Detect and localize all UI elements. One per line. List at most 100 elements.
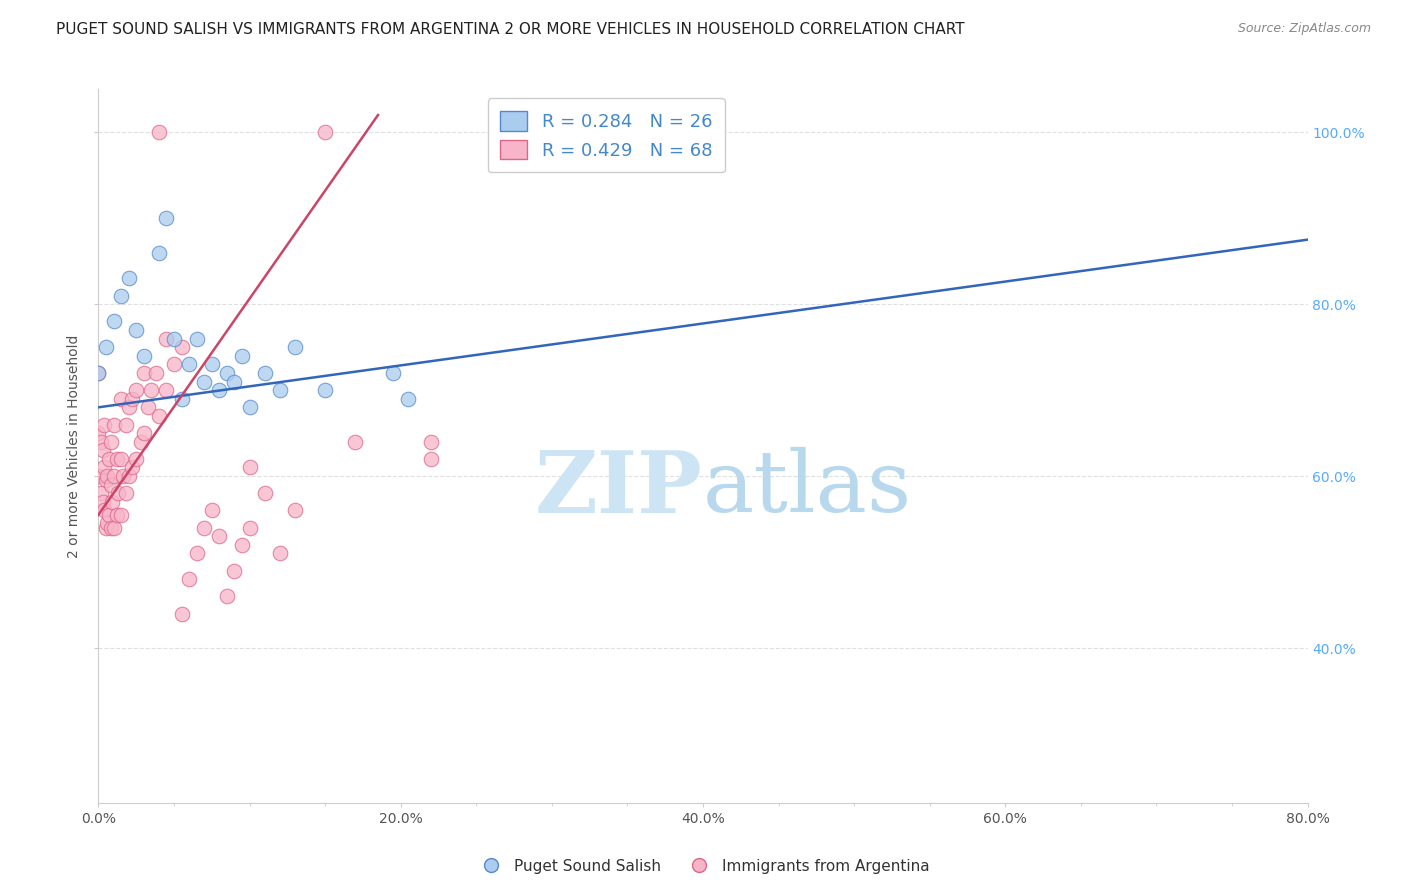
Point — [231, 349, 253, 363]
Point — [91, 495, 114, 509]
Point — [94, 521, 117, 535]
Point — [231, 538, 253, 552]
Point — [110, 508, 132, 522]
Point — [201, 503, 224, 517]
Point — [87, 366, 110, 380]
Point — [132, 426, 155, 441]
Text: ZIP: ZIP — [536, 447, 703, 531]
Legend: R = 0.284   N = 26, R = 0.429   N = 68: R = 0.284 N = 26, R = 0.429 N = 68 — [488, 98, 725, 172]
Point — [163, 332, 186, 346]
Point — [148, 125, 170, 139]
Point — [101, 495, 124, 509]
Point — [93, 417, 115, 432]
Point — [110, 392, 132, 406]
Point — [103, 417, 125, 432]
Point — [420, 434, 443, 449]
Point — [93, 503, 115, 517]
Point — [224, 564, 246, 578]
Point — [208, 383, 231, 397]
Point — [90, 434, 112, 449]
Point — [145, 366, 167, 380]
Point — [170, 607, 193, 621]
Point — [179, 572, 201, 586]
Text: PUGET SOUND SALISH VS IMMIGRANTS FROM ARGENTINA 2 OR MORE VEHICLES IN HOUSEHOLD : PUGET SOUND SALISH VS IMMIGRANTS FROM AR… — [56, 22, 965, 37]
Point — [105, 451, 128, 466]
Point — [91, 443, 114, 458]
Point — [87, 469, 110, 483]
Point — [215, 590, 238, 604]
Point — [314, 383, 336, 397]
Point — [94, 474, 117, 488]
Point — [170, 392, 193, 406]
Point — [125, 383, 148, 397]
Point — [186, 546, 208, 560]
Point — [107, 486, 129, 500]
Point — [100, 434, 122, 449]
Point — [96, 469, 118, 483]
Point — [103, 314, 125, 328]
Point — [87, 366, 110, 380]
Point — [98, 508, 121, 522]
Point — [111, 469, 134, 483]
Point — [253, 486, 276, 500]
Point — [121, 392, 143, 406]
Point — [193, 521, 215, 535]
Point — [114, 417, 136, 432]
Point — [269, 546, 291, 560]
Point — [129, 434, 152, 449]
Point — [103, 521, 125, 535]
Point — [155, 211, 177, 226]
Point — [284, 503, 307, 517]
Point — [118, 469, 141, 483]
Point — [382, 366, 405, 380]
Text: Source: ZipAtlas.com: Source: ZipAtlas.com — [1237, 22, 1371, 36]
Point — [179, 357, 201, 371]
Point — [125, 451, 148, 466]
Point — [239, 401, 262, 415]
Point — [215, 366, 238, 380]
Point — [98, 451, 121, 466]
Point — [121, 460, 143, 475]
Point — [148, 409, 170, 423]
Point — [132, 366, 155, 380]
Point — [284, 340, 307, 354]
Point — [314, 125, 336, 139]
Point — [118, 401, 141, 415]
Point — [269, 383, 291, 397]
Y-axis label: 2 or more Vehicles in Household: 2 or more Vehicles in Household — [67, 334, 82, 558]
Point — [132, 349, 155, 363]
Point — [239, 521, 262, 535]
Point — [87, 426, 110, 441]
Point — [148, 245, 170, 260]
Point — [208, 529, 231, 543]
Point — [396, 392, 419, 406]
Point — [118, 271, 141, 285]
Point — [239, 460, 262, 475]
Point — [163, 357, 186, 371]
Point — [96, 516, 118, 531]
Point — [94, 340, 117, 354]
Point — [100, 477, 122, 491]
Point — [201, 357, 224, 371]
Point — [141, 383, 163, 397]
Point — [110, 288, 132, 302]
Point — [420, 451, 443, 466]
Legend: Puget Sound Salish, Immigrants from Argentina: Puget Sound Salish, Immigrants from Arge… — [470, 853, 936, 880]
Point — [93, 460, 115, 475]
Point — [186, 332, 208, 346]
Point — [155, 383, 177, 397]
Point — [136, 401, 159, 415]
Point — [103, 469, 125, 483]
Point — [344, 434, 367, 449]
Text: atlas: atlas — [703, 447, 912, 531]
Point — [193, 375, 215, 389]
Point — [100, 521, 122, 535]
Point — [114, 486, 136, 500]
Point — [155, 332, 177, 346]
Point — [90, 486, 112, 500]
Point — [105, 508, 128, 522]
Point — [110, 451, 132, 466]
Point — [125, 323, 148, 337]
Point — [253, 366, 276, 380]
Point — [224, 375, 246, 389]
